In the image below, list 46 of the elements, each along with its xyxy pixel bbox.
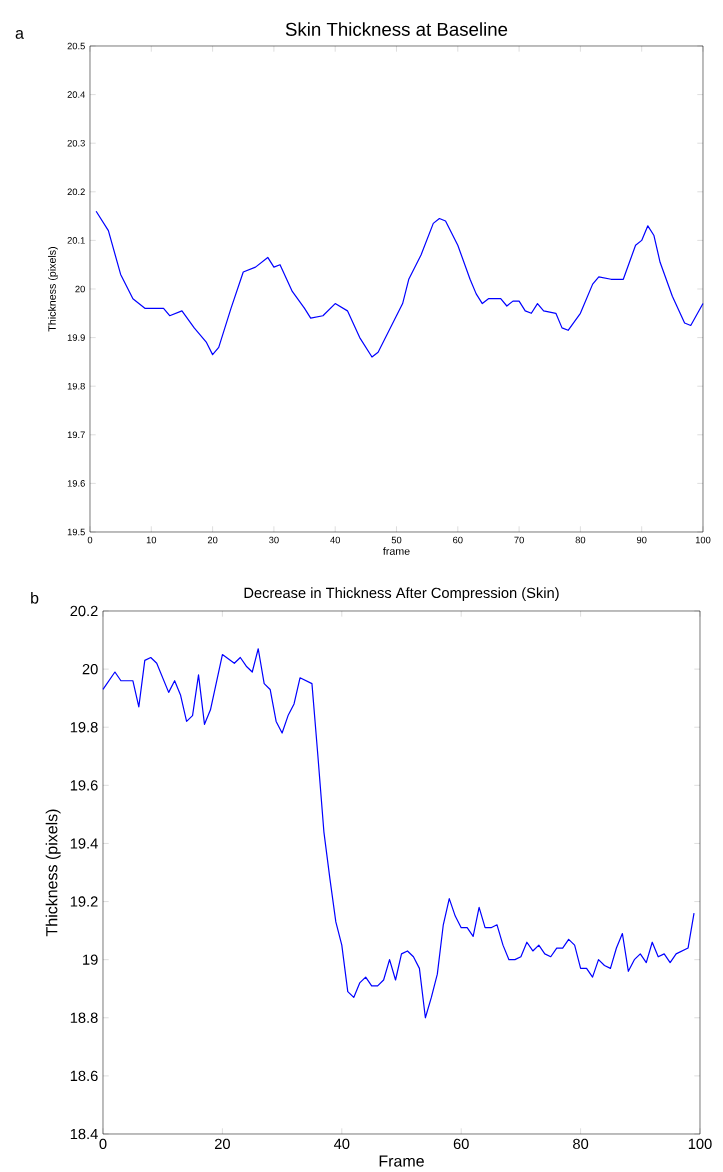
y-axis-title: Thickness (pixels) [48, 247, 58, 332]
x-tick-label: 20 [214, 1138, 230, 1150]
x-tick-label: 100 [688, 1138, 712, 1150]
x-tick-label: 60 [453, 536, 463, 544]
x-tick-label: 30 [269, 536, 279, 544]
chart-title: Decrease in Thickness After Compression (Skin) [244, 587, 559, 601]
x-tick-label: 80 [575, 536, 586, 544]
x-tick-label: 0 [99, 1138, 107, 1150]
x-tick-label: 40 [333, 1138, 350, 1150]
text: a [15, 30, 24, 39]
y-tick-label: 19.7 [67, 431, 85, 439]
x-tick-label: 100 [695, 536, 711, 544]
x-tick-label: 20 [207, 536, 218, 544]
x-tick-label: 10 [146, 536, 157, 544]
x-axis-title: Frame [379, 1155, 424, 1167]
y-tick-label: 20.1 [67, 237, 85, 244]
y-tick-label: 19.8 [70, 722, 98, 733]
y-tick-label: 18.4 [70, 1128, 98, 1140]
chart-title: Skin Thickness at Baseline [285, 22, 508, 36]
y-tick-label: 19.5 [67, 528, 85, 536]
x-tick-label: 60 [453, 1138, 469, 1150]
y-tick-label: 19.8 [67, 382, 85, 390]
y-tick-label: 20.2 [70, 605, 98, 617]
y-tick-label: 18.8 [70, 1012, 98, 1023]
y-tick-label: 19.6 [67, 480, 85, 487]
x-tick-label: 80 [573, 1138, 589, 1150]
y-tick-label: 19.6 [70, 780, 98, 791]
y-tick-label: 20.2 [67, 188, 85, 196]
y-tick-label: 20 [82, 663, 98, 675]
x-tick-label: 0 [87, 536, 93, 544]
y-tick-label: 20.5 [67, 42, 85, 50]
y-tick-label: 19.2 [70, 896, 98, 907]
x-tick-label: 40 [330, 536, 341, 544]
y-tick-label: 20.4 [67, 91, 86, 98]
x-tick-label: 70 [514, 536, 524, 544]
x-axis-title: frame [383, 547, 410, 555]
y-tick-label: 19.4 [70, 838, 98, 849]
y-tick-label: 18.6 [70, 1070, 98, 1082]
y-tick-label: 20 [75, 285, 85, 293]
text: b [31, 591, 39, 604]
x-tick-label: 90 [636, 536, 647, 544]
y-tick-label: 19.9 [67, 334, 85, 341]
y-axis-title: Thickness (pixels) [45, 809, 61, 937]
y-tick-label: 20.3 [67, 139, 85, 147]
y-tick-label: 19 [83, 954, 98, 965]
x-tick-label: 50 [391, 536, 402, 544]
